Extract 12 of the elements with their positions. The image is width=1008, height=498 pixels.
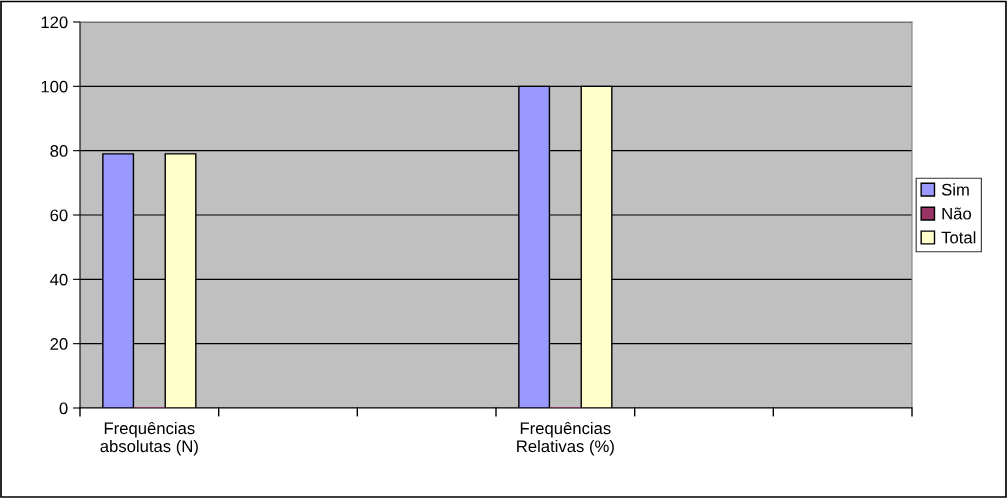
x-tick-label: Frequências Relativas (%) (517, 421, 614, 456)
y-tick-label: 100 (41, 80, 68, 93)
y-tick-label: 120 (41, 16, 68, 29)
legend-label: Sim (941, 183, 969, 196)
legend-label: Não (942, 207, 972, 220)
y-tick-label: 40 (50, 273, 68, 286)
y-tick-label: 0 (59, 402, 68, 415)
y-tick-label: 80 (50, 145, 68, 157)
legend-label: Total (941, 231, 976, 244)
y-tick-label: 60 (50, 209, 68, 222)
y-tick-label: 20 (50, 338, 68, 350)
x-tick-label: Frequências absolutas (N) (100, 421, 198, 456)
